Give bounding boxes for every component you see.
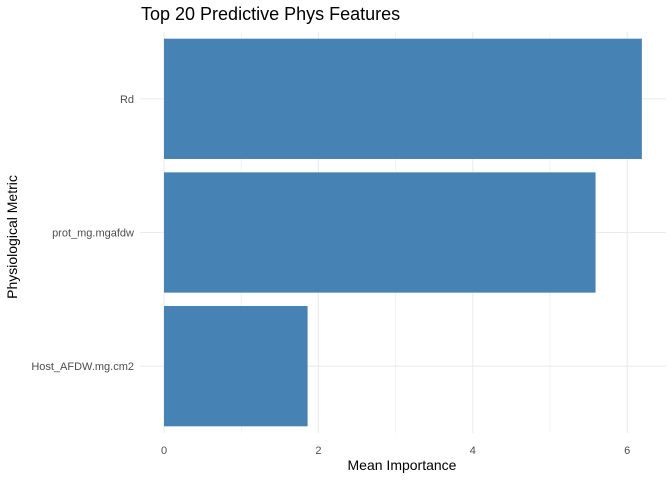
chart-title: Top 20 Predictive Phys Features [141,4,400,24]
bar [164,38,642,159]
x-tick-label: 2 [315,445,321,457]
x-tick-label: 4 [470,445,476,457]
y-tick-label: prot_mg.mgafdw [52,228,134,240]
y-axis-title: Physiological Metric [4,175,20,299]
bar [164,172,596,293]
bar [164,306,308,427]
x-tick-labels: 0 2 4 6 [161,445,630,457]
y-tick-label: Rd [120,94,134,106]
x-tick-label: 0 [161,445,167,457]
x-axis-title: Mean Importance [348,457,457,473]
y-tick-labels: Rd prot_mg.mgafdw Host_AFDW.mg.cm2 [31,94,134,373]
bars [164,38,642,427]
y-tick-label: Host_AFDW.mg.cm2 [31,361,134,373]
x-tick-label: 6 [624,445,630,457]
